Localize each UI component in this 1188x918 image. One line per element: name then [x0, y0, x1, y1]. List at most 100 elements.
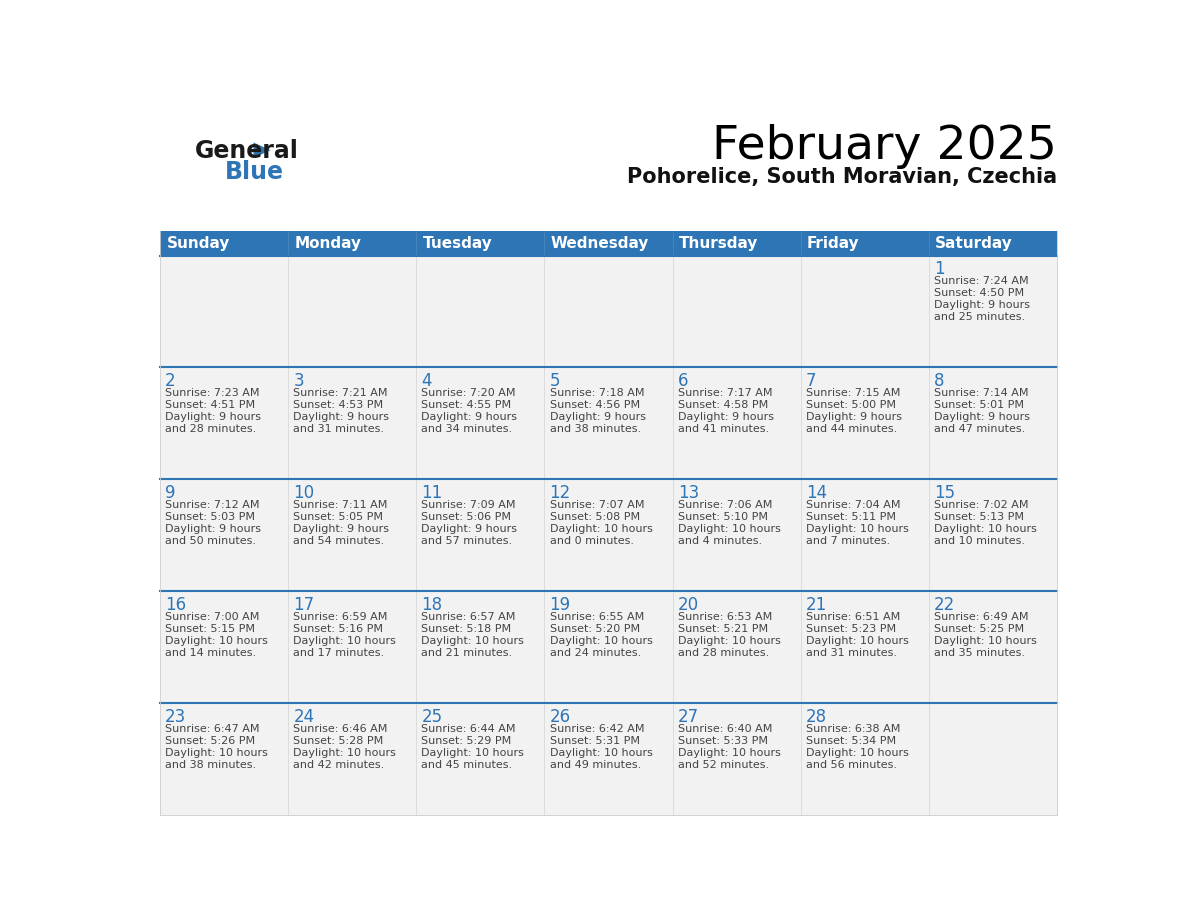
- Text: 2: 2: [165, 372, 176, 390]
- Text: 4: 4: [422, 372, 432, 390]
- Text: and 52 minutes.: and 52 minutes.: [677, 759, 769, 769]
- Text: Sunrise: 6:49 AM: Sunrise: 6:49 AM: [934, 612, 1029, 621]
- Text: Daylight: 9 hours: Daylight: 9 hours: [165, 524, 261, 534]
- Text: 8: 8: [934, 372, 944, 390]
- Text: Daylight: 9 hours: Daylight: 9 hours: [422, 524, 518, 534]
- Text: and 31 minutes.: and 31 minutes.: [805, 648, 897, 657]
- Text: Sunset: 4:50 PM: Sunset: 4:50 PM: [934, 288, 1024, 298]
- Text: 21: 21: [805, 596, 827, 614]
- Text: 12: 12: [550, 484, 570, 502]
- Text: 11: 11: [422, 484, 443, 502]
- Text: and 28 minutes.: and 28 minutes.: [165, 424, 257, 434]
- Text: Sunset: 5:10 PM: Sunset: 5:10 PM: [677, 512, 767, 522]
- Text: Sunset: 5:25 PM: Sunset: 5:25 PM: [934, 624, 1024, 633]
- Text: Daylight: 10 hours: Daylight: 10 hours: [677, 636, 781, 645]
- Bar: [544, 703, 672, 814]
- Bar: [544, 479, 672, 591]
- Text: Sunrise: 7:07 AM: Sunrise: 7:07 AM: [550, 500, 644, 510]
- Bar: [801, 256, 929, 367]
- Text: 6: 6: [677, 372, 688, 390]
- Text: Blue: Blue: [225, 161, 284, 185]
- Text: Sunrise: 6:42 AM: Sunrise: 6:42 AM: [550, 723, 644, 733]
- Text: 9: 9: [165, 484, 176, 502]
- Text: and 56 minutes.: and 56 minutes.: [805, 759, 897, 769]
- Text: Daylight: 9 hours: Daylight: 9 hours: [805, 412, 902, 422]
- Text: 24: 24: [293, 708, 315, 725]
- Text: Sunrise: 7:23 AM: Sunrise: 7:23 AM: [165, 388, 260, 398]
- Text: Daylight: 10 hours: Daylight: 10 hours: [550, 524, 652, 534]
- Text: 5: 5: [550, 372, 560, 390]
- Text: Daylight: 9 hours: Daylight: 9 hours: [550, 412, 645, 422]
- Text: Daylight: 10 hours: Daylight: 10 hours: [805, 524, 909, 534]
- Text: and 24 minutes.: and 24 minutes.: [550, 648, 640, 657]
- Text: 16: 16: [165, 596, 187, 614]
- Text: Daylight: 9 hours: Daylight: 9 hours: [422, 412, 518, 422]
- Text: 15: 15: [934, 484, 955, 502]
- Text: Sunrise: 7:17 AM: Sunrise: 7:17 AM: [677, 388, 772, 398]
- Text: Sunrise: 6:40 AM: Sunrise: 6:40 AM: [677, 723, 772, 733]
- Text: Daylight: 9 hours: Daylight: 9 hours: [934, 412, 1030, 422]
- Bar: [160, 591, 289, 703]
- Text: 26: 26: [550, 708, 570, 725]
- Bar: [801, 231, 929, 256]
- Text: Sunset: 5:03 PM: Sunset: 5:03 PM: [165, 512, 255, 522]
- Text: Sunrise: 6:46 AM: Sunrise: 6:46 AM: [293, 723, 387, 733]
- Bar: [416, 231, 544, 256]
- Text: Sunset: 5:18 PM: Sunset: 5:18 PM: [422, 624, 512, 633]
- Bar: [544, 591, 672, 703]
- Text: Sunset: 5:21 PM: Sunset: 5:21 PM: [677, 624, 767, 633]
- Text: Sunrise: 7:09 AM: Sunrise: 7:09 AM: [422, 500, 516, 510]
- Bar: [160, 231, 289, 256]
- Text: and 17 minutes.: and 17 minutes.: [293, 648, 385, 657]
- Bar: [672, 703, 801, 814]
- Text: Daylight: 9 hours: Daylight: 9 hours: [165, 412, 261, 422]
- Text: and 35 minutes.: and 35 minutes.: [934, 648, 1025, 657]
- Text: Sunrise: 7:24 AM: Sunrise: 7:24 AM: [934, 276, 1029, 286]
- Text: 28: 28: [805, 708, 827, 725]
- Text: and 44 minutes.: and 44 minutes.: [805, 424, 897, 434]
- Text: Daylight: 10 hours: Daylight: 10 hours: [293, 636, 397, 645]
- Text: Sunrise: 6:59 AM: Sunrise: 6:59 AM: [293, 612, 387, 621]
- Text: 27: 27: [677, 708, 699, 725]
- Text: Sunrise: 7:15 AM: Sunrise: 7:15 AM: [805, 388, 901, 398]
- Text: Sunrise: 6:57 AM: Sunrise: 6:57 AM: [422, 612, 516, 621]
- Text: and 28 minutes.: and 28 minutes.: [677, 648, 769, 657]
- Text: 10: 10: [293, 484, 315, 502]
- Polygon shape: [253, 142, 271, 158]
- Text: Sunrise: 7:11 AM: Sunrise: 7:11 AM: [293, 500, 387, 510]
- Text: and 38 minutes.: and 38 minutes.: [550, 424, 640, 434]
- Bar: [672, 591, 801, 703]
- Bar: [416, 256, 544, 367]
- Text: Sunset: 5:01 PM: Sunset: 5:01 PM: [934, 400, 1024, 410]
- Text: Sunrise: 7:00 AM: Sunrise: 7:00 AM: [165, 612, 260, 621]
- Text: Sunrise: 6:55 AM: Sunrise: 6:55 AM: [550, 612, 644, 621]
- Text: Tuesday: Tuesday: [423, 236, 493, 251]
- Text: and 42 minutes.: and 42 minutes.: [293, 759, 385, 769]
- Text: and 45 minutes.: and 45 minutes.: [422, 759, 512, 769]
- Text: Sunrise: 7:18 AM: Sunrise: 7:18 AM: [550, 388, 644, 398]
- Text: Daylight: 10 hours: Daylight: 10 hours: [422, 636, 524, 645]
- Text: Daylight: 9 hours: Daylight: 9 hours: [293, 412, 390, 422]
- Text: Sunset: 5:31 PM: Sunset: 5:31 PM: [550, 735, 639, 745]
- Text: Sunset: 5:13 PM: Sunset: 5:13 PM: [934, 512, 1024, 522]
- Bar: [160, 256, 289, 367]
- Text: Daylight: 10 hours: Daylight: 10 hours: [165, 636, 268, 645]
- Text: 14: 14: [805, 484, 827, 502]
- Bar: [289, 591, 416, 703]
- Text: and 54 minutes.: and 54 minutes.: [293, 536, 385, 546]
- Text: Daylight: 10 hours: Daylight: 10 hours: [934, 636, 1037, 645]
- Bar: [801, 591, 929, 703]
- Text: Sunset: 5:15 PM: Sunset: 5:15 PM: [165, 624, 255, 633]
- Bar: [289, 256, 416, 367]
- Text: Sunset: 4:56 PM: Sunset: 4:56 PM: [550, 400, 639, 410]
- Text: and 49 minutes.: and 49 minutes.: [550, 759, 640, 769]
- Text: Daylight: 10 hours: Daylight: 10 hours: [293, 747, 397, 757]
- Text: Sunset: 4:58 PM: Sunset: 4:58 PM: [677, 400, 767, 410]
- Bar: [929, 703, 1057, 814]
- Text: Wednesday: Wednesday: [551, 236, 649, 251]
- Bar: [289, 367, 416, 479]
- Text: Sunset: 5:34 PM: Sunset: 5:34 PM: [805, 735, 896, 745]
- Text: Sunset: 5:26 PM: Sunset: 5:26 PM: [165, 735, 255, 745]
- Text: and 47 minutes.: and 47 minutes.: [934, 424, 1025, 434]
- Text: Daylight: 9 hours: Daylight: 9 hours: [293, 524, 390, 534]
